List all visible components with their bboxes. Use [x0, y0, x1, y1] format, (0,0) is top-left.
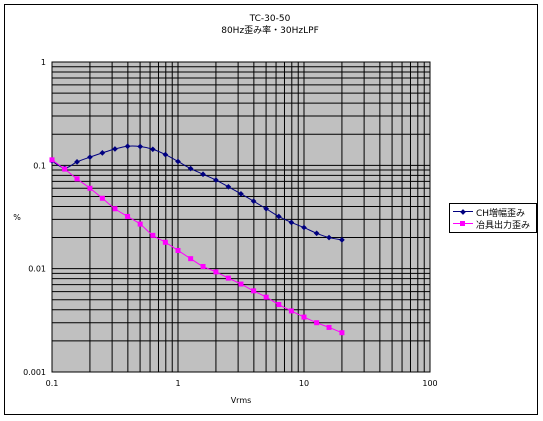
data-point	[288, 308, 294, 314]
y-axis-label: %	[13, 213, 21, 222]
data-point	[74, 159, 80, 165]
legend-marker-jig	[453, 220, 473, 228]
y-tick-label: 0.01	[28, 265, 46, 274]
plot-area	[52, 62, 430, 372]
data-point	[112, 206, 118, 212]
data-point	[251, 288, 257, 294]
series-2	[49, 157, 345, 336]
data-point	[99, 150, 106, 156]
data-point	[276, 302, 282, 308]
data-point	[314, 320, 320, 326]
data-point	[137, 143, 144, 150]
data-point	[200, 171, 206, 178]
data-point	[112, 146, 118, 152]
legend: CH増幅歪み 冶具出力歪み	[449, 203, 537, 233]
data-point	[87, 185, 93, 191]
data-point	[250, 198, 257, 204]
data-point	[301, 224, 307, 231]
tick-labels: 0.1 1 10 100 0.001 0.01 0.1 1	[23, 58, 438, 388]
axes	[51, 61, 431, 373]
data-point	[225, 183, 232, 190]
chart-title: TC-30-50	[249, 14, 291, 24]
data-point	[200, 263, 206, 269]
data-point	[162, 239, 168, 245]
data-point	[125, 213, 131, 219]
x-tick-label: 1	[175, 379, 180, 388]
series-group	[49, 143, 345, 336]
x-axis-label: Vrms	[231, 396, 252, 405]
data-point	[326, 324, 332, 330]
legend-label-jig: 冶具出力歪み	[476, 220, 531, 231]
data-point	[87, 154, 93, 160]
data-point	[263, 205, 270, 212]
data-point	[301, 314, 307, 320]
data-point	[175, 158, 181, 165]
data-point	[275, 213, 282, 220]
data-point	[162, 151, 169, 158]
data-point	[99, 195, 105, 201]
data-point	[339, 330, 345, 336]
chart-subtitle: 80Hz歪み率・30HzLPF	[221, 24, 319, 36]
data-point	[62, 166, 68, 172]
data-point	[263, 294, 269, 300]
plot-border	[51, 61, 431, 373]
data-point	[175, 247, 181, 253]
data-point	[187, 165, 194, 172]
data-point	[188, 256, 194, 262]
data-point	[213, 177, 219, 183]
y-tick-label: 0.001	[23, 368, 46, 377]
data-point	[213, 269, 219, 275]
data-point	[124, 143, 131, 150]
legend-item-jig: 冶具出力歪み	[453, 218, 533, 231]
x-tick-label: 0.1	[46, 379, 59, 388]
data-point	[238, 281, 244, 287]
data-point	[339, 237, 345, 243]
legend-marker-ch	[453, 208, 473, 216]
data-point	[288, 219, 295, 226]
legend-item-ch: CH増幅歪み	[453, 206, 533, 219]
data-point	[326, 234, 332, 241]
y-tick-label: 0.1	[33, 161, 46, 170]
legend-label-ch: CH増幅歪み	[476, 208, 526, 219]
data-point	[150, 232, 156, 238]
data-point	[313, 230, 320, 237]
series-1	[49, 143, 345, 243]
data-point	[149, 146, 156, 153]
data-point	[225, 275, 231, 281]
x-tick-label: 100	[422, 379, 437, 388]
data-point	[137, 221, 143, 227]
y-tick-label: 1	[41, 58, 46, 67]
grid-lines	[51, 62, 430, 373]
x-tick-label: 10	[299, 379, 309, 388]
data-point	[74, 176, 80, 182]
data-point	[49, 157, 55, 163]
data-point	[238, 190, 244, 197]
